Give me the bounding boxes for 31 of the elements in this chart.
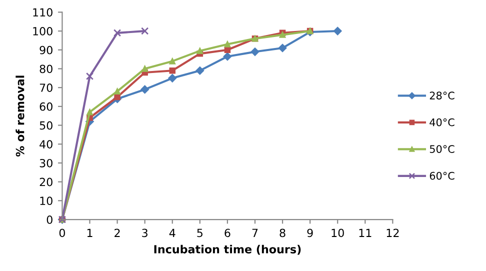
x-tick-label: 2	[114, 228, 120, 237]
x-tick-label: 12	[386, 228, 399, 237]
x-tick-label: 7	[252, 228, 258, 237]
x-tick-label: 5	[197, 228, 202, 238]
x-tick-label: 9	[307, 228, 313, 238]
legend-label: 50°C	[430, 145, 454, 153]
y-tick-label: 40	[40, 140, 52, 148]
legend-label: 40°C	[430, 118, 454, 126]
y-tick-label: 110	[33, 8, 52, 17]
y-tick-label: 100	[33, 27, 52, 36]
x-tick-label: 8	[280, 228, 286, 238]
legend-label: 28°C	[430, 92, 454, 100]
x-axis-title: Incubation time (hours)	[154, 244, 301, 255]
y-tick-label: 20	[40, 178, 52, 186]
y-tick-label: 30	[40, 158, 52, 168]
x-tick-label: 10	[332, 228, 344, 238]
y-tick-label: 0	[46, 215, 52, 224]
x-tick-label: 4	[169, 228, 176, 237]
y-axis-title: % of removal	[16, 76, 24, 157]
y-tick-label: 80	[40, 64, 52, 74]
legend-label: 60°C	[430, 172, 454, 180]
y-tick-label: 90	[40, 46, 52, 54]
x-tick-label: 11	[359, 228, 372, 237]
x-tick-label: 6	[224, 228, 230, 238]
x-tick-label: 0	[59, 228, 66, 238]
y-tick-label: 10	[40, 196, 52, 206]
y-tick-label: 50	[40, 121, 52, 130]
y-tick-label: 60	[40, 102, 52, 111]
x-tick-label: 1	[87, 228, 92, 237]
y-tick-label: 70	[40, 84, 52, 92]
x-tick-label: 3	[142, 228, 148, 238]
